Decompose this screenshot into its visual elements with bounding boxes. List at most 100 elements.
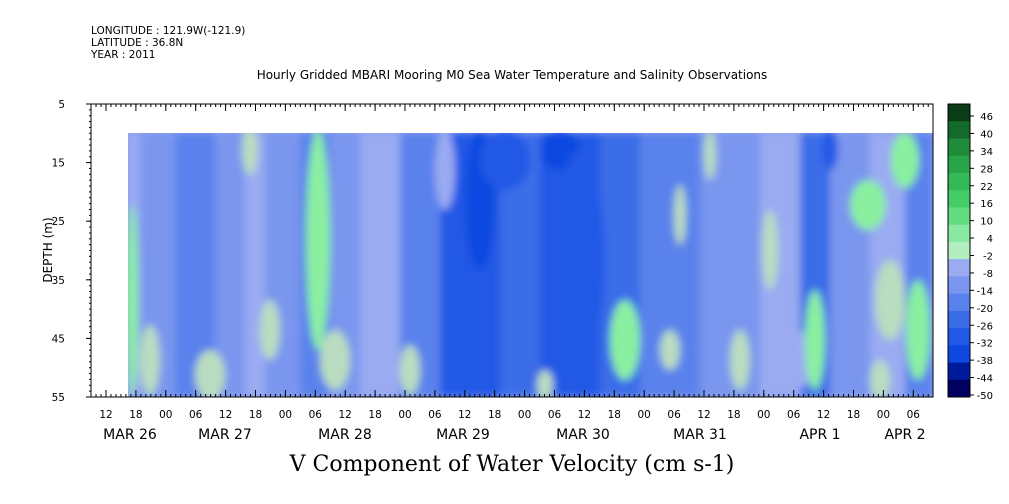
x-hour-label: 06 xyxy=(189,409,203,421)
colorbar-swatch xyxy=(948,172,970,191)
longitude-label: LONGITUDE : 121.9W(-121.9) xyxy=(91,25,246,37)
heat-patch xyxy=(730,330,750,390)
x-date-label: MAR 31 xyxy=(673,427,727,443)
x-hour-label: 18 xyxy=(727,409,740,421)
colorbar-tick-label: -20 xyxy=(977,304,993,315)
heat-patch xyxy=(242,133,258,175)
x-date-label: APR 1 xyxy=(799,427,840,443)
colorbar-tick-label: -26 xyxy=(977,321,993,332)
colorbar-swatch xyxy=(948,293,970,312)
x-date-label: APR 2 xyxy=(884,427,925,443)
heat-patch xyxy=(555,150,605,370)
colorbar-tick-label: -2 xyxy=(983,252,993,263)
x-date-label: MAR 29 xyxy=(436,427,490,443)
colorbar: 46 40 34 28 22 16 10 4 -2 -8 -14 -20 -26 -32 -38 -44 -50 xyxy=(947,103,993,402)
heat-patch xyxy=(610,300,640,380)
heat-patch xyxy=(875,260,905,340)
x-hour-label: 18 xyxy=(488,409,501,421)
heat-patch xyxy=(674,185,686,245)
colorbar-swatch xyxy=(948,276,970,295)
colorbar-tick-label: 40 xyxy=(980,129,993,140)
year-label: YEAR : 2011 xyxy=(91,49,156,61)
x-hour-label: 12 xyxy=(578,409,591,421)
y-tick-label: 35 xyxy=(52,275,65,287)
colorbar-swatch xyxy=(948,155,970,174)
heat-patch xyxy=(320,330,350,390)
heat-patch xyxy=(128,205,138,395)
x-hour-label: 00 xyxy=(757,409,770,421)
x-hour-label: 00 xyxy=(877,409,890,421)
colorbar-swatch xyxy=(948,379,970,398)
x-hour-label: 00 xyxy=(638,409,651,421)
heat-patch xyxy=(805,290,825,390)
heat-patch xyxy=(906,280,930,380)
x-date-label: MAR 27 xyxy=(198,427,252,443)
colorbar-swatch xyxy=(948,138,970,157)
heat-band xyxy=(245,133,265,397)
latitude-label: LATITUDE : 36.8N xyxy=(91,37,184,49)
colorbar-tick-label: 10 xyxy=(980,217,993,228)
colorbar-swatch xyxy=(948,241,970,260)
colorbar-tick-label: 22 xyxy=(980,182,993,193)
x-date-label: MAR 26 xyxy=(103,427,157,443)
heat-patch xyxy=(891,133,919,188)
colorbar-swatch xyxy=(948,224,970,243)
y-tick-label: 45 xyxy=(52,333,65,345)
x-hour-label: 00 xyxy=(279,409,292,421)
colorbar-swatch xyxy=(948,190,970,208)
x-hour-label: 06 xyxy=(907,409,921,421)
x-date-label: MAR 30 xyxy=(556,427,610,443)
chart-title: Hourly Gridded MBARI Mooring M0 Sea Wate… xyxy=(256,68,768,82)
heatmap-field xyxy=(128,133,933,397)
heat-patch xyxy=(435,133,455,210)
heat-patch xyxy=(762,210,778,290)
y-tick-label: 5 xyxy=(58,99,65,111)
colorbar-tick-label: 4 xyxy=(987,234,993,245)
colorbar-swatch xyxy=(948,362,970,381)
heat-patch xyxy=(870,360,890,397)
x-hour-label: 00 xyxy=(159,409,172,421)
colorbar-swatch xyxy=(948,207,970,226)
x-hour-label: 12 xyxy=(697,409,710,421)
heat-band xyxy=(830,133,870,397)
heat-patch xyxy=(822,133,838,170)
y-tick-label: 55 xyxy=(52,392,65,404)
colorbar-tick-label: -38 xyxy=(977,356,993,367)
heat-patch xyxy=(660,330,680,370)
colorbar-swatch xyxy=(948,259,970,277)
colorbar-swatch xyxy=(948,345,970,364)
heat-patch xyxy=(260,300,280,360)
x-hour-label: 12 xyxy=(99,409,112,421)
x-hour-label: 00 xyxy=(518,409,531,421)
x-hour-label: 06 xyxy=(428,409,442,421)
colorbar-swatch xyxy=(948,104,970,122)
heat-patch xyxy=(306,133,330,350)
x-hour-label: 18 xyxy=(608,409,621,421)
x-hour-label: 18 xyxy=(129,409,142,421)
y-tick-label: 25 xyxy=(52,216,65,228)
x-hour-label: 06 xyxy=(787,409,801,421)
heat-patch xyxy=(140,325,160,395)
colorbar-tick-label: 16 xyxy=(980,199,993,210)
heat-band xyxy=(215,133,245,397)
heat-patch xyxy=(480,133,530,190)
variable-title: V Component of Water Velocity (cm s-1) xyxy=(289,452,735,477)
colorbar-swatch xyxy=(948,310,970,329)
colorbar-swatch xyxy=(948,121,970,139)
colorbar-tick-label: 34 xyxy=(980,147,993,158)
colorbar-tick-label: -8 xyxy=(983,269,993,280)
colorbar-tick-label: 28 xyxy=(980,164,993,175)
y-axis-label: DEPTH (m) xyxy=(41,217,55,282)
heat-patch xyxy=(850,180,886,230)
x-hour-label: 18 xyxy=(847,409,860,421)
x-hour-label: 18 xyxy=(249,409,262,421)
heat-patch xyxy=(195,350,225,397)
heat-patch xyxy=(775,330,815,390)
x-hour-label: 06 xyxy=(548,409,562,421)
colorbar-tick-label: -32 xyxy=(977,339,993,350)
colorbar-tick-label: -14 xyxy=(977,286,993,297)
x-hour-label: 12 xyxy=(339,409,352,421)
x-hour-label: 12 xyxy=(458,409,471,421)
heat-band xyxy=(360,133,400,397)
